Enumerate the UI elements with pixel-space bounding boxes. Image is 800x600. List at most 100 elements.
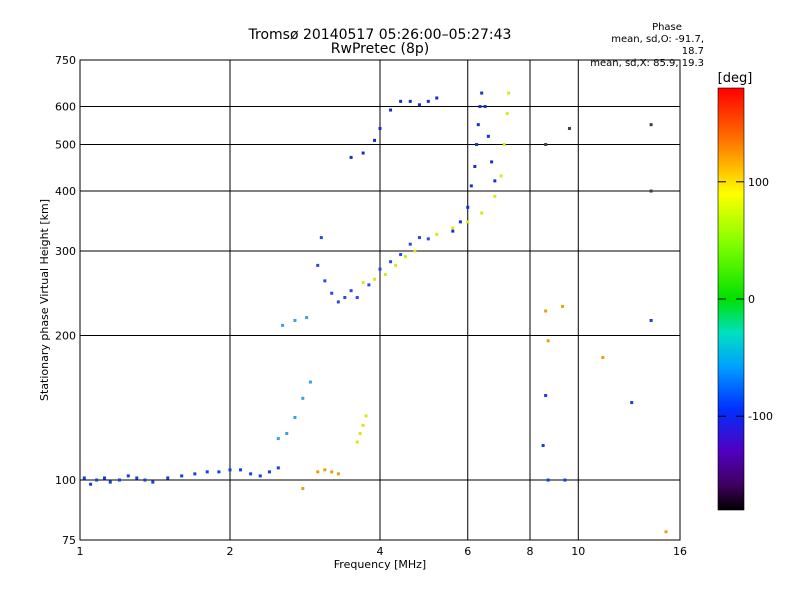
o-mode-point	[349, 289, 353, 293]
y-tick-label: 75	[62, 534, 76, 547]
x-mode-point	[502, 143, 506, 147]
axis-ticks: 1 2 4 6 8 10 16 75 100 200 300 400 500 600 750	[55, 54, 687, 558]
o-mode-point	[486, 134, 490, 138]
o-mode-point	[293, 415, 297, 419]
x-mode-point	[383, 273, 387, 277]
scatter-point	[544, 309, 548, 313]
x-tick-label: 8	[527, 545, 534, 558]
scatter-point	[544, 143, 548, 147]
o-mode-point	[316, 263, 320, 267]
o-mode-point	[143, 478, 147, 482]
o-mode-point	[417, 236, 421, 240]
phase-stats: Phase mean, sd,O: -91.7, 18.7 mean, sd,X…	[590, 22, 704, 70]
x-tick-label: 6	[464, 545, 471, 558]
colorbar-ticks: 100 0 -100	[718, 176, 773, 423]
x-mode-point	[403, 255, 407, 259]
o-mode-point	[108, 480, 112, 484]
o-mode-point	[349, 155, 353, 159]
o-mode-point	[281, 323, 285, 327]
o-mode-point	[373, 138, 377, 142]
o-mode-point	[399, 99, 403, 103]
scatter-point	[301, 487, 305, 491]
o-mode-point	[330, 291, 334, 295]
scatter-point	[630, 401, 634, 405]
o-mode-point	[476, 123, 480, 127]
o-mode-point	[166, 476, 170, 480]
colorbar-tick-label: 0	[748, 293, 755, 306]
y-axis-label: Stationary phase Virtual Height [km]	[38, 199, 51, 401]
scatter-point	[664, 530, 668, 534]
o-mode-point	[258, 474, 262, 478]
x-mode-point	[355, 440, 359, 444]
o-mode-point	[82, 476, 86, 480]
phase-stats-o-mode: mean, sd,O: -91.7, 18.7	[611, 34, 704, 57]
x-mode-point	[505, 112, 509, 116]
o-mode-point	[151, 480, 155, 484]
o-mode-point	[301, 396, 305, 400]
scatter-point	[567, 126, 571, 130]
o-mode-point	[399, 253, 403, 257]
scatter-point	[541, 444, 545, 448]
x-mode-point	[451, 226, 455, 230]
x-mode-point	[361, 280, 365, 284]
o-mode-point	[435, 96, 439, 100]
scatter-point	[649, 318, 653, 322]
o-mode-point	[285, 432, 289, 436]
x-mode-point	[323, 468, 327, 472]
o-mode-point	[117, 478, 121, 482]
colorbar-label: [deg]	[718, 71, 753, 86]
o-mode-point	[408, 99, 412, 103]
o-mode-point	[293, 318, 297, 322]
o-mode-point	[336, 300, 340, 304]
o-mode-point	[367, 283, 371, 287]
o-mode-point	[389, 260, 393, 264]
o-mode-point	[426, 99, 430, 103]
chart-subtitle: RwPretec (8p)	[330, 41, 430, 57]
o-mode-point	[95, 478, 99, 482]
o-mode-point	[135, 476, 139, 480]
o-mode-point	[193, 472, 197, 476]
o-mode-point	[180, 474, 184, 478]
o-mode-point	[493, 179, 497, 183]
x-mode-point	[507, 91, 511, 95]
o-mode-point	[228, 468, 232, 472]
x-mode-point	[493, 194, 497, 198]
o-mode-point	[103, 476, 107, 480]
o-mode-point	[239, 468, 243, 472]
x-tick-label: 16	[673, 545, 687, 558]
x-mode-point	[466, 220, 470, 224]
scatter-point	[649, 189, 653, 193]
o-mode-point	[490, 160, 494, 164]
o-mode-point	[483, 105, 487, 109]
colorbar-tick-label: -100	[748, 410, 773, 423]
o-mode-point	[361, 151, 365, 155]
o-mode-point	[323, 279, 327, 283]
x-mode-point	[373, 277, 377, 281]
o-mode-point	[480, 91, 484, 95]
colorbar: [deg] 100 0 -100	[718, 71, 773, 511]
o-mode-point	[469, 184, 473, 188]
x-mode-point	[499, 174, 503, 178]
o-mode-point	[205, 470, 209, 474]
o-mode-point	[126, 474, 130, 478]
o-mode-point	[319, 236, 323, 240]
o-mode-point	[378, 267, 382, 271]
x-mode-point	[358, 432, 362, 436]
x-tick-label: 10	[571, 545, 585, 558]
y-tick-label: 100	[55, 474, 76, 487]
scatter-point	[561, 304, 565, 308]
data-marks	[82, 91, 668, 534]
o-mode-point	[458, 220, 462, 224]
scatter-point	[546, 478, 550, 482]
x-mode-point	[336, 472, 340, 476]
x-mode-point	[413, 249, 417, 253]
o-mode-point	[217, 470, 221, 474]
o-mode-point	[276, 437, 280, 441]
o-mode-point	[276, 466, 280, 470]
scatter-point	[563, 478, 567, 482]
o-mode-point	[426, 237, 430, 241]
o-mode-point	[378, 126, 382, 130]
x-axis-label: Frequency [MHz]	[334, 558, 426, 571]
